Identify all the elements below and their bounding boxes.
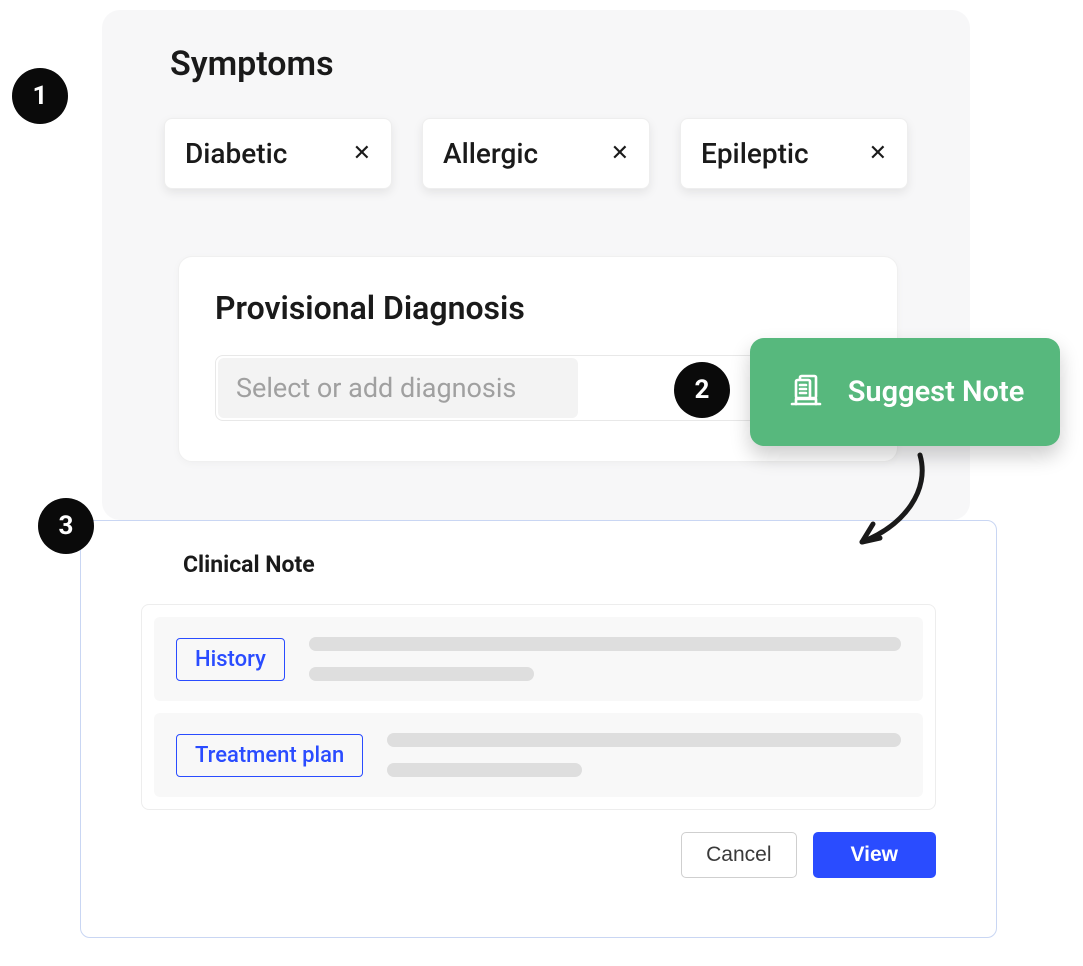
note-tag-treatment-plan[interactable]: Treatment plan — [176, 734, 363, 777]
close-icon[interactable]: ✕ — [353, 141, 371, 166]
suggest-note-button[interactable]: Suggest Note — [750, 338, 1060, 446]
step-badge-1: 1 — [12, 68, 68, 124]
skeleton-line — [387, 763, 582, 777]
diagnosis-placeholder: Select or add diagnosis — [218, 358, 578, 418]
symptom-chip-list: Diabetic ✕ Allergic ✕ Epileptic ✕ — [164, 118, 922, 189]
close-icon[interactable]: ✕ — [869, 141, 887, 166]
step-badge-1-label: 1 — [33, 81, 48, 111]
skeleton-line — [309, 637, 901, 651]
symptom-chip[interactable]: Diabetic ✕ — [164, 118, 392, 189]
note-skeleton — [387, 733, 901, 777]
skeleton-line — [387, 733, 901, 747]
chip-label: Diabetic — [185, 137, 287, 170]
clinical-note-item: Treatment plan — [154, 713, 923, 797]
note-icon — [786, 370, 826, 414]
clinical-note-panel: Clinical Note History Treatment plan Can… — [80, 520, 997, 938]
skeleton-line — [309, 667, 534, 681]
step-badge-3-label: 3 — [59, 511, 74, 541]
view-button[interactable]: View — [813, 832, 936, 878]
chip-label: Allergic — [443, 137, 538, 170]
clinical-note-list: History Treatment plan — [141, 604, 936, 810]
close-icon[interactable]: ✕ — [611, 141, 629, 166]
symptom-chip[interactable]: Epileptic ✕ — [680, 118, 908, 189]
step-badge-2-label: 2 — [695, 375, 710, 405]
note-tag-history[interactable]: History — [176, 638, 285, 681]
suggest-note-label: Suggest Note — [848, 375, 1025, 409]
cancel-button[interactable]: Cancel — [681, 832, 796, 878]
symptom-chip[interactable]: Allergic ✕ — [422, 118, 650, 189]
flow-arrow-icon — [840, 450, 950, 564]
step-badge-2: 2 — [674, 362, 730, 418]
chip-label: Epileptic — [701, 137, 809, 170]
provisional-diagnosis-title: Provisional Diagnosis — [215, 289, 861, 327]
clinical-note-actions: Cancel View — [81, 832, 936, 878]
step-badge-3: 3 — [38, 498, 94, 554]
clinical-note-item: History — [154, 617, 923, 701]
note-skeleton — [309, 637, 901, 681]
symptoms-title: Symptoms — [170, 44, 922, 84]
